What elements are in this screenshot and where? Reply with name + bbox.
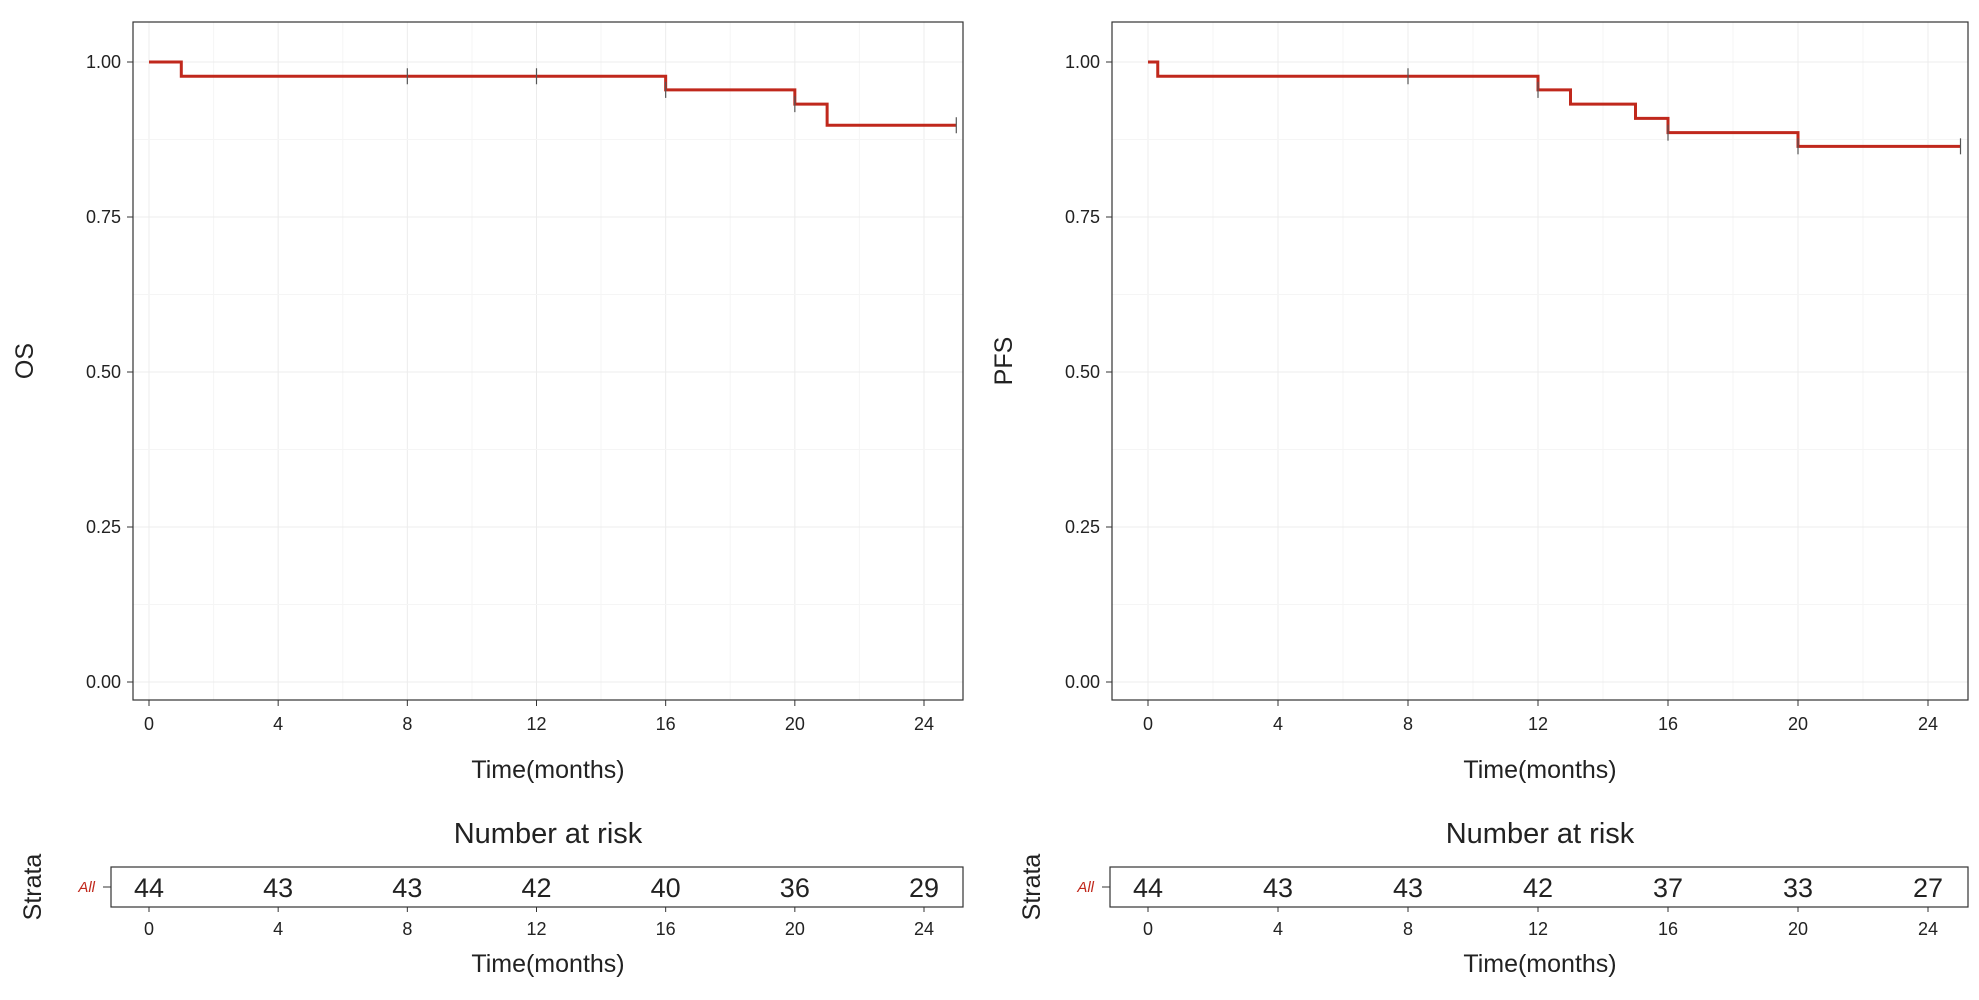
risk-x-tick-label: 4 bbox=[1273, 919, 1283, 939]
y-tick-label: 0.25 bbox=[86, 517, 121, 537]
x-tick-label: 4 bbox=[273, 714, 283, 734]
risk-x-tick-label: 0 bbox=[144, 919, 154, 939]
risk-x-tick-label: 8 bbox=[402, 919, 412, 939]
x-tick-label: 4 bbox=[1273, 714, 1283, 734]
y-tick-label: 0.75 bbox=[1065, 207, 1100, 227]
risk-x-tick-label: 24 bbox=[914, 919, 934, 939]
x-tick-label: 24 bbox=[914, 714, 934, 734]
x-tick-label: 24 bbox=[1918, 714, 1938, 734]
risk-count: 33 bbox=[1783, 873, 1813, 903]
risk-count: 42 bbox=[521, 873, 551, 903]
y-axis-title: PFS bbox=[990, 337, 1018, 386]
risk-x-axis-title: Time(months) bbox=[471, 950, 624, 978]
plot-frame bbox=[132, 21, 964, 701]
x-tick-label: 20 bbox=[1788, 714, 1808, 734]
risk-count: 27 bbox=[1913, 873, 1943, 903]
x-tick-label: 0 bbox=[1143, 714, 1153, 734]
x-axis-title: Time(months) bbox=[1463, 756, 1616, 784]
survival-curve bbox=[1148, 60, 1961, 148]
risk-table-title: Number at risk bbox=[1446, 818, 1635, 850]
plot-frame bbox=[1111, 21, 1969, 701]
y-tick-label: 1.00 bbox=[86, 52, 121, 72]
x-tick-label: 20 bbox=[785, 714, 805, 734]
risk-count: 29 bbox=[909, 873, 939, 903]
risk-table-title: Number at risk bbox=[454, 818, 643, 850]
y-tick-label: 0.25 bbox=[1065, 517, 1100, 537]
strata-label: All bbox=[77, 879, 95, 896]
x-tick-label: 16 bbox=[656, 714, 676, 734]
risk-count: 43 bbox=[1393, 873, 1423, 903]
x-tick-label: 12 bbox=[526, 714, 546, 734]
risk-x-tick-label: 12 bbox=[526, 919, 546, 939]
y-tick-label: 0.75 bbox=[86, 207, 121, 227]
x-tick-label: 8 bbox=[402, 714, 412, 734]
risk-y-axis-title: Strata bbox=[1018, 854, 1046, 921]
risk-count: 42 bbox=[1523, 873, 1553, 903]
x-tick-label: 8 bbox=[1403, 714, 1413, 734]
pfs-panel: 0.00 0.25 0.50 0.75 1.00 0 4 8 12 16 20 24 Time(mont… bbox=[990, 21, 1969, 978]
y-axis-title: OS bbox=[11, 343, 39, 379]
y-tick-label: 0.50 bbox=[1065, 362, 1100, 382]
risk-x-tick-label: 20 bbox=[1788, 919, 1808, 939]
risk-x-tick-label: 8 bbox=[1403, 919, 1413, 939]
risk-x-tick-label: 12 bbox=[1528, 919, 1548, 939]
risk-count: 43 bbox=[392, 873, 422, 903]
y-tick-label: 1.00 bbox=[1065, 52, 1100, 72]
x-tick-label: 0 bbox=[144, 714, 154, 734]
y-tick-label: 0.00 bbox=[86, 672, 121, 692]
os-panel: 0.00 0.25 0.50 0.75 1.00 0 4 8 12 16 20 24 Time(mont… bbox=[11, 21, 964, 978]
survival-curve bbox=[149, 60, 957, 127]
y-tick-label: 0.50 bbox=[86, 362, 121, 382]
risk-x-tick-label: 16 bbox=[1658, 919, 1678, 939]
risk-x-tick-label: 4 bbox=[273, 919, 283, 939]
risk-x-tick-label: 0 bbox=[1143, 919, 1153, 939]
risk-count: 36 bbox=[780, 873, 810, 903]
risk-count: 37 bbox=[1653, 873, 1683, 903]
risk-y-axis-title: Strata bbox=[19, 854, 47, 921]
risk-x-tick-label: 24 bbox=[1918, 919, 1938, 939]
y-tick-label: 0.00 bbox=[1065, 672, 1100, 692]
risk-count: 44 bbox=[134, 873, 164, 903]
strata-label: All bbox=[1076, 879, 1094, 896]
risk-x-tick-label: 16 bbox=[656, 919, 676, 939]
risk-count: 44 bbox=[1133, 873, 1163, 903]
x-axis-title: Time(months) bbox=[471, 756, 624, 784]
x-tick-label: 16 bbox=[1658, 714, 1678, 734]
x-tick-label: 12 bbox=[1528, 714, 1548, 734]
risk-count: 43 bbox=[263, 873, 293, 903]
risk-count: 43 bbox=[1263, 873, 1293, 903]
risk-x-tick-label: 20 bbox=[785, 919, 805, 939]
risk-x-axis-title: Time(months) bbox=[1463, 950, 1616, 978]
risk-count: 40 bbox=[651, 873, 681, 903]
